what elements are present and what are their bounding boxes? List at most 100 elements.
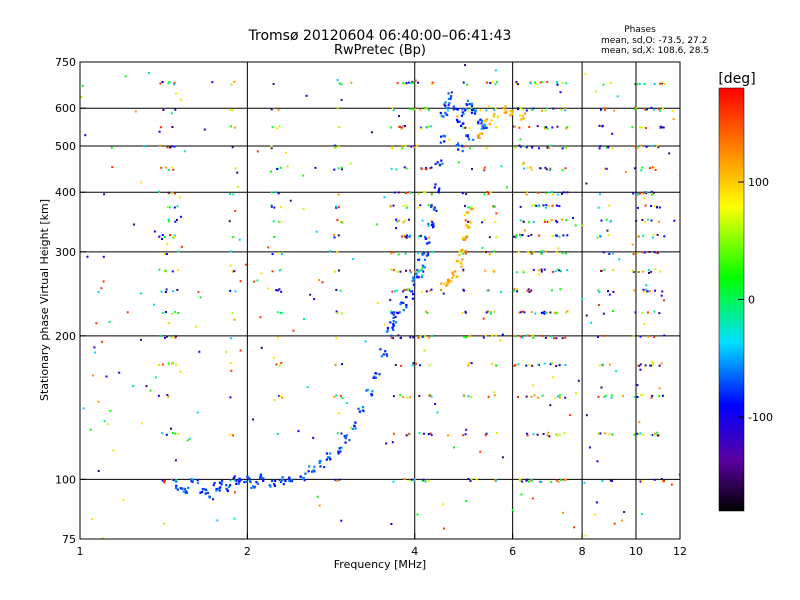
noise-point: [228, 220, 231, 223]
scatter-point: [482, 336, 485, 339]
noise-point: [340, 83, 343, 86]
scatter-point: [234, 491, 236, 494]
trace-point: [215, 489, 218, 492]
noise-point: [526, 478, 529, 481]
trace-point: [303, 479, 306, 482]
scatter-point: [493, 391, 496, 394]
noise-point: [334, 478, 337, 481]
noise-point: [634, 108, 636, 111]
trace-point: [227, 485, 231, 488]
noise-point: [163, 479, 166, 482]
trace-point: [468, 103, 471, 106]
noise-point: [464, 204, 466, 207]
noise-point: [608, 252, 611, 255]
trace-point: [400, 301, 403, 304]
noise-point: [600, 125, 603, 127]
noise-point: [278, 394, 281, 397]
noise-point: [229, 337, 232, 340]
scatter-point: [285, 151, 287, 154]
scatter-point: [658, 387, 661, 390]
trace-point: [259, 473, 262, 476]
noise-point: [563, 478, 565, 481]
scatter-point: [436, 411, 439, 414]
scatter-point: [179, 215, 182, 218]
scatter-point: [230, 369, 233, 372]
noise-point: [338, 478, 341, 481]
scatter-point: [105, 375, 108, 378]
noise-point: [533, 394, 536, 397]
noise-point: [640, 394, 643, 396]
noise-point: [278, 364, 281, 367]
noise-point: [566, 310, 569, 313]
noise-point: [493, 310, 496, 313]
trace-point: [446, 281, 449, 284]
noise-point: [400, 336, 402, 339]
trace-point: [175, 486, 178, 490]
trace-point: [457, 142, 460, 145]
noise-point: [278, 220, 281, 223]
noise-point: [522, 270, 525, 273]
trace-point: [447, 106, 450, 109]
trace-point: [187, 486, 190, 489]
noise-point: [517, 363, 520, 366]
chart-title: Tromsø 20120604 06:40:00–06:41:43: [248, 28, 512, 44]
noise-point: [610, 394, 613, 397]
noise-point: [403, 289, 406, 291]
noise-point: [272, 83, 275, 85]
noise-point: [335, 337, 338, 340]
noise-point: [461, 311, 464, 314]
noise-point: [525, 364, 528, 367]
noise-point: [159, 335, 162, 337]
noise-point: [560, 479, 563, 482]
scatter-point: [494, 69, 497, 72]
noise-point: [422, 478, 425, 481]
noise-point: [658, 220, 660, 223]
trace-point: [440, 159, 443, 162]
noise-point: [550, 219, 553, 222]
trace-point: [481, 132, 484, 135]
noise-point: [540, 81, 543, 83]
scatter-point: [315, 230, 318, 233]
noise-point: [424, 252, 427, 255]
trace-point: [466, 99, 469, 102]
scatter-point: [597, 304, 600, 306]
noise-point: [167, 395, 170, 398]
trace-point: [412, 278, 415, 281]
trace-point: [389, 321, 392, 324]
scatter-point: [631, 243, 634, 246]
noise-point: [398, 125, 401, 128]
trace-point: [358, 410, 361, 413]
trace-point: [460, 124, 463, 127]
noise-point: [658, 206, 661, 209]
noise-point: [421, 269, 424, 272]
scatter-point: [195, 325, 198, 328]
noise-point: [413, 479, 416, 482]
scatter-point: [234, 209, 237, 212]
trace-point: [456, 108, 459, 111]
noise-point: [537, 191, 540, 194]
noise-point: [462, 252, 465, 255]
trace-point: [273, 484, 277, 487]
trace-point: [206, 491, 210, 494]
trace-point: [479, 132, 482, 135]
scatter-point: [522, 162, 525, 165]
noise-point: [529, 81, 532, 84]
scatter-point: [479, 109, 482, 112]
scatter-point: [670, 483, 673, 486]
trace-point: [325, 458, 328, 461]
noise-point: [157, 394, 160, 397]
noise-point: [648, 250, 651, 253]
noise-point: [431, 83, 434, 86]
noise-point: [405, 204, 408, 207]
noise-point: [555, 479, 558, 482]
noise-point: [425, 290, 428, 293]
noise-point: [278, 269, 281, 272]
noise-point: [279, 166, 282, 169]
noise-point: [544, 218, 547, 221]
trace-point: [432, 224, 435, 228]
trace-point: [405, 304, 408, 307]
noise-point: [486, 310, 489, 313]
noise-point: [564, 336, 567, 339]
noise-point: [644, 221, 647, 224]
noise-point: [609, 220, 612, 223]
